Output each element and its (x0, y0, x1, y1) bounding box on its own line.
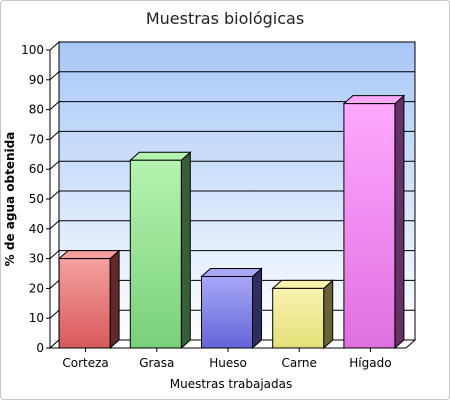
x-tick-label: Hígado (349, 356, 391, 370)
y-tick-label: 50 (29, 192, 44, 206)
x-tick-label: Carne (281, 356, 316, 370)
y-tick-label: 80 (29, 103, 44, 117)
bar-top (57, 250, 121, 260)
bar-front (201, 275, 253, 349)
y-tick-label: 10 (29, 311, 44, 325)
gridline-side (49, 250, 60, 259)
bar-top (271, 279, 335, 289)
y-tick-label: 40 (29, 222, 44, 236)
y-axis-ticks: 0 10 20 30 40 50 60 70 80 90 100 (21, 43, 50, 355)
gridline-side (49, 280, 60, 289)
gridline-side (49, 309, 60, 319)
bar-carne (271, 279, 335, 350)
gridline-side (49, 220, 60, 230)
y-tick-label: 90 (29, 73, 44, 87)
bar-side (109, 249, 120, 350)
gridline-side (49, 71, 60, 81)
gridline-side (49, 131, 60, 140)
bar-hígado (342, 94, 406, 350)
bar-hueso (200, 267, 263, 350)
y-tick-label: 0 (36, 341, 44, 355)
gridline-side (49, 190, 60, 200)
bar-front (343, 103, 396, 349)
x-axis-ticks: Corteza Grasa Hueso Carne Hígado (49, 50, 406, 370)
bar-top (200, 267, 263, 277)
chart-title: Muestras biológicas (146, 9, 304, 28)
y-tick-label: 70 (29, 132, 44, 146)
bar-top (128, 151, 192, 161)
bar-corteza (57, 249, 121, 350)
bar-grasa (128, 151, 192, 350)
bar-side (180, 151, 191, 350)
x-axis-title: Muestras trabajadas (170, 377, 293, 391)
x-tick-label: Hueso (209, 356, 247, 370)
y-tick-label: 20 (29, 281, 44, 295)
y-axis-title: % de agua obtenida (3, 132, 17, 267)
gridline-side (49, 101, 60, 110)
bar-side (323, 279, 334, 350)
bar-front (58, 258, 111, 349)
y-tick-label: 30 (29, 252, 44, 266)
bars (57, 94, 406, 350)
bar-top (342, 95, 406, 105)
y-tick-label: 60 (29, 162, 44, 176)
bar-front (129, 159, 182, 349)
y-tick-label: 100 (21, 43, 44, 57)
plot-back-wall-outline (58, 41, 416, 341)
bar-front (272, 287, 325, 349)
x-tick-label: Grasa (139, 356, 174, 370)
bar-side (252, 267, 262, 350)
x-tick-label: Corteza (62, 356, 108, 370)
gridline-side (49, 160, 60, 170)
bar-side (394, 94, 405, 350)
